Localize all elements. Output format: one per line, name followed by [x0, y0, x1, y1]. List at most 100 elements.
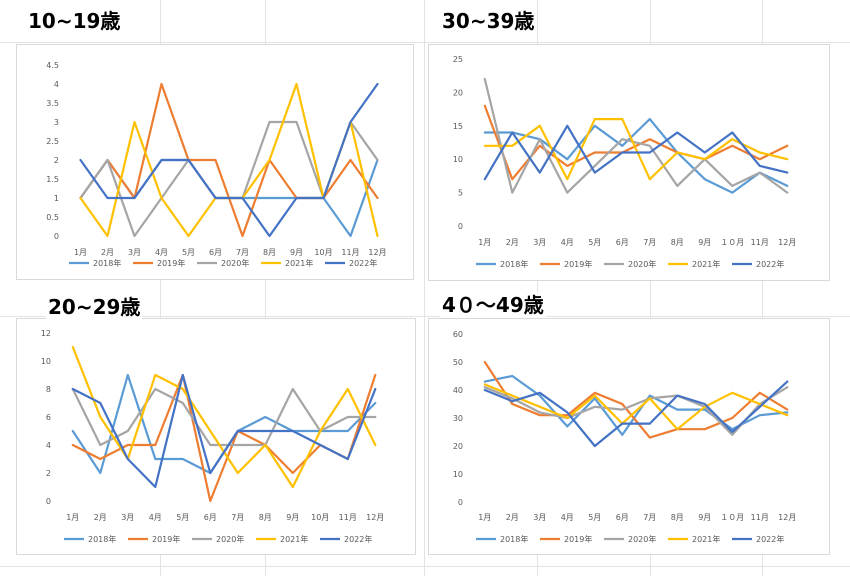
x-tick-label: 5月 [176, 513, 189, 522]
series-line [483, 124, 789, 181]
series-line [71, 373, 377, 475]
chart-title: 10~19歳 [26, 8, 123, 34]
series-line [483, 360, 789, 439]
line-chart: 0 10 20 30 40 50 60 1月 2月 3月 4月 5月 6月 7月 8月 9月 １０月 11月 12月… [453, 330, 797, 544]
y-tick-label: 5 [458, 189, 463, 198]
y-tick-label: 0 [458, 498, 463, 507]
sheet-gridline [424, 0, 425, 576]
chart-panel-2[interactable]: 0 5 10 15 20 25 1月 2月 3月 4月 5月 6月 7月 8月 9月 １０月 11月 12月 201… [428, 44, 830, 281]
series-line [79, 120, 379, 238]
y-tick-label: 4 [46, 441, 51, 450]
x-tick-label: 9月 [286, 513, 299, 522]
legend-label: 2018年 [88, 534, 116, 544]
x-tick-label: 4月 [561, 238, 574, 247]
y-tick-label: 50 [453, 358, 463, 367]
x-tick-label: 4月 [149, 513, 162, 522]
series-line [483, 383, 789, 431]
x-tick-label: 4月 [561, 513, 574, 522]
x-tick-label: 1月 [66, 513, 79, 522]
legend-label: 2021年 [692, 534, 720, 544]
y-tick-label: 20 [453, 442, 463, 451]
sheet-gridline [762, 0, 763, 576]
x-tick-label: 8月 [259, 513, 272, 522]
y-tick-label: 2 [54, 156, 59, 165]
x-tick-label: 2月 [506, 513, 519, 522]
x-tick-label: 10月 [311, 513, 329, 522]
y-tick-label: 0 [458, 222, 463, 231]
series-line [483, 117, 789, 181]
y-tick-label: 4.5 [46, 61, 59, 70]
x-tick-label: 9月 [698, 513, 711, 522]
x-tick-label: 6月 [204, 513, 217, 522]
y-tick-label: 15 [453, 122, 463, 131]
y-tick-label: 1.5 [46, 175, 59, 184]
legend-label: 2020年 [628, 259, 656, 269]
y-tick-label: 40 [453, 386, 463, 395]
x-tick-label: 8月 [263, 248, 276, 257]
chart-panel-4[interactable]: 0 10 20 30 40 50 60 1月 2月 3月 4月 5月 6月 7月 8月 9月 １０月 11月 12月… [428, 318, 830, 555]
x-tick-label: 10月 [314, 248, 332, 257]
x-tick-label: 1月 [478, 513, 491, 522]
series-line [483, 104, 789, 181]
line-chart: 0 0.5 1 1.5 2 2.5 3 3.5 4 4.5 1月 2月 3月 4月 5月 6月 7月 8月 9月 10… [46, 61, 386, 268]
sheet-gridline [0, 566, 850, 567]
x-tick-label: 7月 [643, 513, 656, 522]
chart-panel-1[interactable]: 0 0.5 1 1.5 2 2.5 3 3.5 4 4.5 1月 2月 3月 4月 5月 6月 7月 8月 9月 10… [16, 44, 414, 280]
series-line [79, 82, 379, 238]
legend-label: 2019年 [157, 258, 185, 268]
y-tick-label: 0 [46, 497, 51, 506]
x-tick-label: 3月 [121, 513, 134, 522]
y-tick-label: 12 [41, 329, 51, 338]
x-tick-label: 2月 [506, 238, 519, 247]
legend-label: 2019年 [564, 259, 592, 269]
series-line [79, 82, 379, 238]
x-tick-label: 12月 [778, 513, 796, 522]
series-line [483, 117, 789, 194]
x-tick-label: 5月 [588, 238, 601, 247]
sheet-gridline [537, 0, 538, 576]
legend-label: 2018年 [500, 534, 528, 544]
x-tick-label: 6月 [616, 513, 629, 522]
y-tick-label: 4 [54, 80, 59, 89]
chart-title: 4０～49歳 [440, 292, 546, 318]
x-tick-label: 3月 [533, 238, 546, 247]
x-tick-label: 9月 [290, 248, 303, 257]
legend-label: 2018年 [500, 259, 528, 269]
y-tick-label: 20 [453, 88, 463, 97]
y-tick-label: 6 [46, 413, 51, 422]
x-tick-label: 6月 [616, 238, 629, 247]
x-tick-label: 7月 [236, 248, 249, 257]
x-tick-label: 2月 [101, 248, 114, 257]
sheet-gridline [265, 0, 266, 576]
x-tick-label: 7月 [643, 238, 656, 247]
y-tick-label: 10 [453, 470, 463, 479]
y-tick-label: 3 [54, 118, 59, 127]
y-tick-label: 10 [453, 155, 463, 164]
series-line [71, 387, 377, 447]
y-tick-label: 3.5 [46, 99, 59, 108]
line-chart: 0 2 4 6 8 10 12 1月 2月 3月 4月 5月 6月 7月 8月 9月 10月 11月 12月 2018… [41, 329, 385, 544]
chart-panel-3[interactable]: 0 2 4 6 8 10 12 1月 2月 3月 4月 5月 6月 7月 8月 9月 10月 11月 12月 2018… [16, 318, 416, 555]
chart-title: 30~39歳 [440, 8, 537, 34]
legend-label: 2020年 [628, 534, 656, 544]
sheet-gridline [0, 316, 850, 317]
x-tick-label: １０月 [720, 238, 744, 247]
y-tick-label: 2 [46, 469, 51, 478]
y-tick-label: 2.5 [46, 137, 59, 146]
y-tick-label: 0.5 [46, 213, 59, 222]
legend-label: 2018年 [93, 258, 121, 268]
series-line [483, 77, 789, 194]
line-chart: 0 5 10 15 20 25 1月 2月 3月 4月 5月 6月 7月 8月 9月 １０月 11月 12月 201… [453, 55, 797, 269]
x-tick-label: 12月 [778, 238, 796, 247]
x-tick-label: 6月 [209, 248, 222, 257]
legend-label: 2022年 [756, 534, 784, 544]
x-tick-label: 9月 [698, 238, 711, 247]
x-tick-label: 11月 [751, 238, 769, 247]
x-tick-label: 11月 [339, 513, 357, 522]
legend-label: 2020年 [216, 534, 244, 544]
x-tick-label: 12月 [368, 248, 386, 257]
sheet-gridline [650, 0, 651, 576]
legend-label: 2020年 [221, 258, 249, 268]
x-tick-label: 3月 [533, 513, 546, 522]
legend-label: 2019年 [564, 534, 592, 544]
